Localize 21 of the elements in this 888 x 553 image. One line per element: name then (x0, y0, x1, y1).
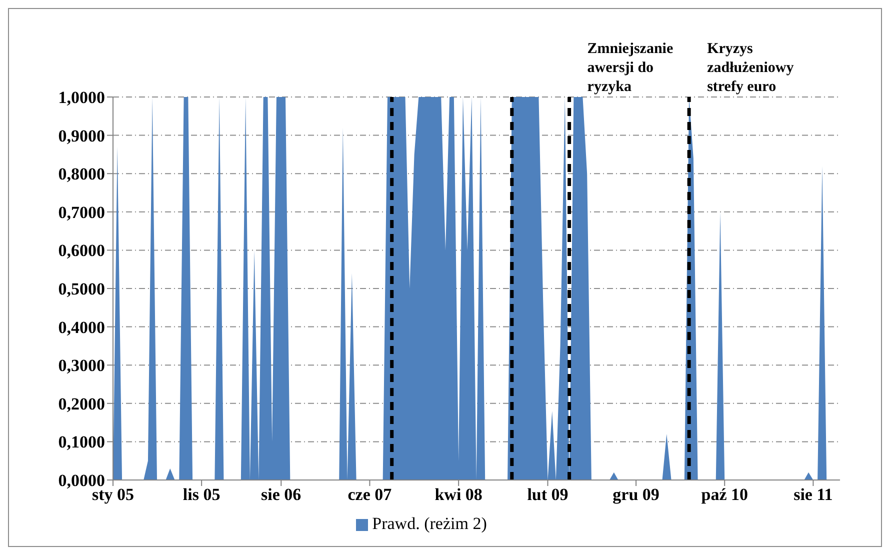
y-tick-label: 0,1000 (58, 432, 105, 452)
legend-label: Prawd. (reżim 2) (372, 514, 487, 533)
y-tick-label: 0,3000 (58, 356, 105, 376)
y-tick-label: 0,2000 (58, 394, 105, 414)
y-tick-label: 0,4000 (58, 318, 105, 337)
x-tick-label: kwi 08 (434, 485, 482, 504)
ref-line-label: Zmniejszanie awersji do ryzyka (587, 41, 674, 95)
x-tick-label: sie 11 (794, 485, 833, 504)
x-tick-label: paź 10 (701, 485, 748, 504)
y-tick-label: 0,7000 (58, 202, 105, 222)
x-tick-label: cze 07 (348, 485, 392, 504)
x-tick-label: lis 05 (182, 485, 220, 504)
x-tick-label: sie 06 (261, 485, 302, 504)
x-tick-label: lut 09 (527, 485, 568, 504)
y-tick-label: 0,5000 (58, 280, 105, 299)
x-tick-label: gru 09 (612, 485, 660, 504)
y-tick-label: 1,0000 (58, 88, 105, 108)
ref-line-label: Kryzys zadłużeniowy strefy euro (707, 41, 794, 95)
y-tick-label: 0,8000 (58, 164, 105, 184)
y-tick-label: 0,6000 (58, 241, 105, 260)
y-tick-label: 0,9000 (58, 126, 105, 146)
